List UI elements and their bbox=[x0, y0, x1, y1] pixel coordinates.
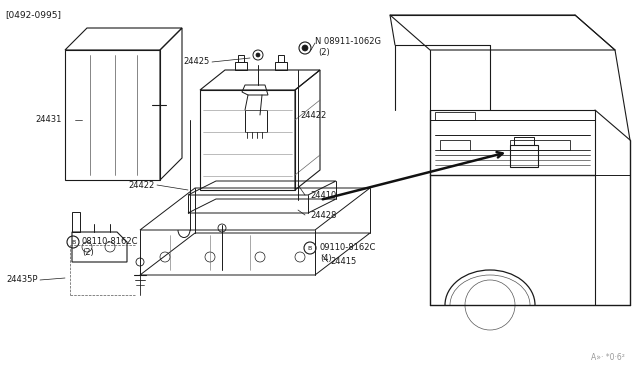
Circle shape bbox=[256, 53, 260, 57]
Text: N 08911-1062G: N 08911-1062G bbox=[315, 38, 381, 46]
Text: B: B bbox=[71, 240, 75, 244]
Bar bbox=[510, 145, 538, 167]
Bar bbox=[435, 112, 475, 120]
Bar bbox=[245, 110, 267, 132]
Text: 24415: 24415 bbox=[330, 257, 356, 266]
Text: (4): (4) bbox=[320, 253, 332, 263]
Text: 24428: 24428 bbox=[310, 211, 337, 219]
Text: 24425: 24425 bbox=[184, 58, 210, 67]
Text: 24435P: 24435P bbox=[6, 276, 38, 285]
Bar bbox=[514, 137, 534, 145]
Text: (2): (2) bbox=[82, 247, 93, 257]
Text: (2): (2) bbox=[318, 48, 330, 58]
Text: A»· *0·6²: A»· *0·6² bbox=[591, 353, 625, 362]
Text: 09110-8162C: 09110-8162C bbox=[320, 244, 376, 253]
Text: [0492-0995]: [0492-0995] bbox=[5, 10, 61, 19]
Bar bbox=[275, 62, 287, 70]
Bar bbox=[510, 140, 570, 150]
Text: 24431: 24431 bbox=[35, 115, 61, 125]
Text: 24422: 24422 bbox=[300, 110, 326, 119]
Bar bbox=[278, 55, 284, 62]
Text: 08110-8162C: 08110-8162C bbox=[82, 237, 138, 247]
Circle shape bbox=[302, 45, 308, 51]
Text: B: B bbox=[308, 246, 312, 250]
Bar bbox=[238, 55, 244, 62]
Text: 24422: 24422 bbox=[129, 180, 155, 189]
Bar bbox=[440, 140, 470, 150]
Bar bbox=[235, 62, 247, 70]
Text: 24410: 24410 bbox=[310, 190, 336, 199]
